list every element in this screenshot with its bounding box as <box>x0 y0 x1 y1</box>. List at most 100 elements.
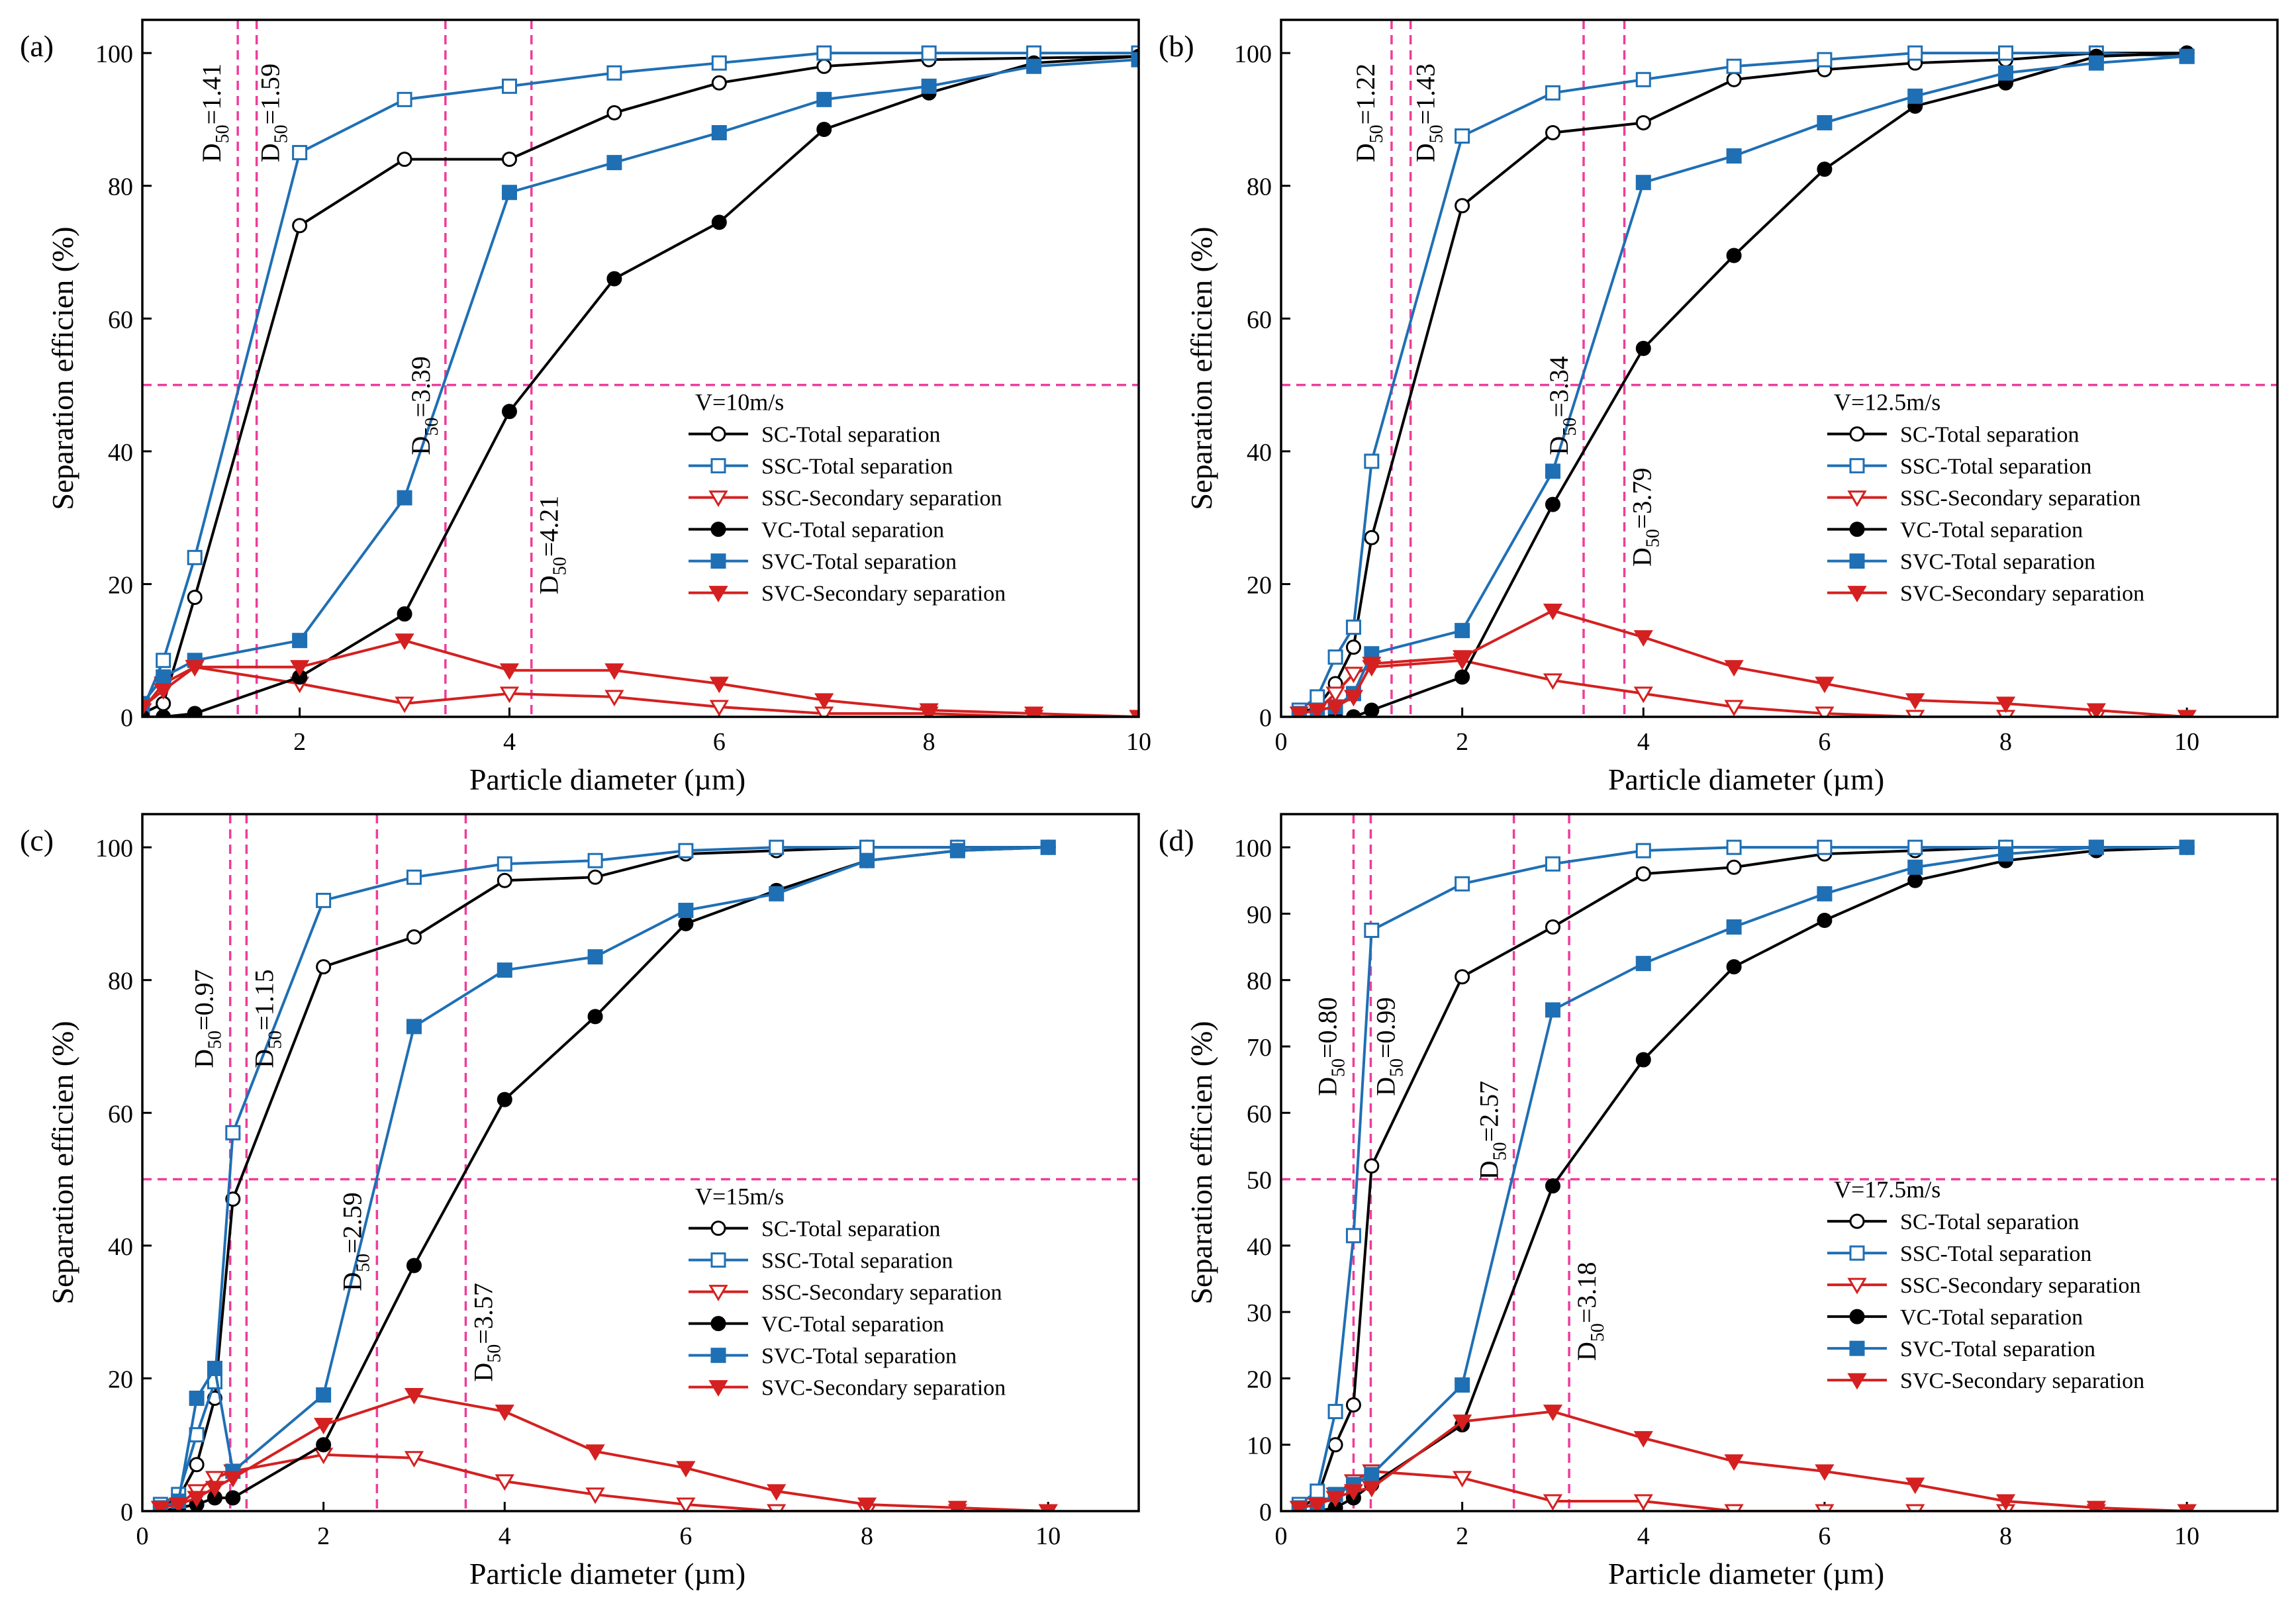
data-point <box>1905 693 1925 710</box>
data-point <box>949 843 965 858</box>
data-point <box>711 124 727 140</box>
y-tick-label: 100 <box>1234 40 1272 68</box>
y-tick-label: 10 <box>1247 1432 1272 1460</box>
data-point <box>1726 58 1742 74</box>
d50-label: D50=3.39 <box>406 356 442 455</box>
data-point <box>156 669 171 685</box>
data-point <box>1905 1504 1925 1511</box>
y-tick-label: 80 <box>1247 968 1272 995</box>
data-point <box>585 1444 605 1461</box>
data-point <box>1724 660 1744 677</box>
legend-marker <box>710 426 726 442</box>
legend-item: SSC-Secondary separation <box>1827 1273 2141 1298</box>
legend-title: V=10m/s <box>695 389 784 416</box>
data-point <box>1345 709 1361 717</box>
legend-label: SVC-Secondary separation <box>761 1376 1006 1401</box>
data-point <box>406 869 422 885</box>
data-point <box>1325 686 1345 704</box>
legend-label: SVC-Total separation <box>1900 550 2095 575</box>
legend-label: SVC-Total separation <box>761 550 957 575</box>
data-point <box>225 1490 241 1506</box>
y-tick-label: 20 <box>1247 571 1272 599</box>
data-point <box>497 872 512 888</box>
y-tick-label: 0 <box>120 1499 133 1526</box>
data-point <box>1635 175 1651 191</box>
data-point <box>395 633 414 651</box>
legend-item: SSC-Secondary separation <box>689 486 1002 511</box>
data-point <box>2177 1504 2197 1511</box>
d50-label: D50=0.80 <box>1312 997 1349 1095</box>
legend-label: SSC-Secondary separation <box>1900 486 2141 511</box>
x-axis-label: Particle diameter (µm) <box>469 1557 745 1591</box>
data-point <box>1308 1497 1327 1511</box>
data-point <box>711 55 727 71</box>
data-point <box>397 490 412 506</box>
data-point <box>1343 667 1364 684</box>
data-point <box>1364 453 1380 469</box>
legend-label: SC-Total separation <box>1900 423 2080 447</box>
y-tick-label: 0 <box>1259 1499 1272 1526</box>
data-point <box>1364 1158 1380 1174</box>
data-point <box>1998 846 2014 862</box>
y-tick-label: 0 <box>120 704 133 732</box>
data-point <box>1453 650 1472 667</box>
y-tick-label: 100 <box>1234 835 1272 862</box>
y-tick-label: 80 <box>108 173 133 201</box>
data-point <box>1038 1504 1058 1511</box>
legend-item: SVC-Secondary separation <box>1827 1369 2144 1393</box>
legend-item: VC-Total separation <box>1827 518 2083 543</box>
y-axis-label: Separation efficien (%) <box>1184 1021 1218 1304</box>
data-point <box>769 886 785 902</box>
panel-a: (a) 0 20 40 60 80 100 2 4 6 8 10 Particle diameter (… <box>20 19 1151 796</box>
x-axis-label: Particle diameter (µm) <box>1608 763 1884 796</box>
x-tick-label: 2 <box>1456 728 1468 756</box>
data-point <box>1455 128 1470 144</box>
legend-marker <box>1849 1309 1865 1324</box>
series-line-3 <box>1299 52 2187 717</box>
data-point <box>1907 88 1923 104</box>
data-point <box>676 1497 696 1511</box>
data-point <box>1726 71 1742 87</box>
data-point <box>1545 856 1560 872</box>
data-point <box>676 1461 696 1478</box>
data-point <box>1995 1494 2016 1511</box>
data-point <box>1633 686 1653 704</box>
data-point <box>150 1501 170 1511</box>
data-point <box>1343 1484 1364 1501</box>
data-point <box>767 1484 787 1501</box>
data-point <box>1545 463 1560 479</box>
legend-item: SSC-Total separation <box>1827 1242 2091 1266</box>
data-point <box>767 1504 787 1511</box>
x-tick-label: 4 <box>499 1522 511 1550</box>
legend-item: SVC-Total separation <box>1827 550 2095 575</box>
legend-marker <box>708 490 728 508</box>
data-point <box>154 683 173 700</box>
legend-marker <box>1849 1245 1865 1261</box>
x-tick-label: 0 <box>1275 1522 1288 1550</box>
data-point <box>1453 1414 1472 1431</box>
data-point <box>1545 85 1560 101</box>
data-point <box>769 839 785 855</box>
data-point <box>585 1487 605 1504</box>
d50-label: D50=1.41 <box>197 64 233 162</box>
legend-marker <box>1849 1340 1865 1356</box>
legend-label: SSC-Total separation <box>761 1249 953 1273</box>
legend-item: VC-Total separation <box>1827 1305 2083 1330</box>
x-tick-label: 10 <box>2174 728 2199 756</box>
data-point <box>187 589 203 605</box>
x-tick-label: 8 <box>1999 728 2012 756</box>
data-point <box>1817 886 1833 902</box>
legend-title: V=15m/s <box>695 1183 784 1210</box>
data-point <box>1726 248 1742 263</box>
data-point <box>678 915 694 931</box>
data-point <box>187 706 203 717</box>
legend-marker <box>1847 1277 1867 1295</box>
data-point <box>1726 839 1742 855</box>
series-line-4 <box>160 846 1049 1509</box>
plot-frame <box>141 19 1140 718</box>
data-point <box>1726 859 1742 875</box>
series-line-4 <box>1299 846 2187 1509</box>
data-point <box>1905 1477 1925 1495</box>
data-point <box>1310 1483 1325 1499</box>
data-point <box>1325 1491 1345 1508</box>
